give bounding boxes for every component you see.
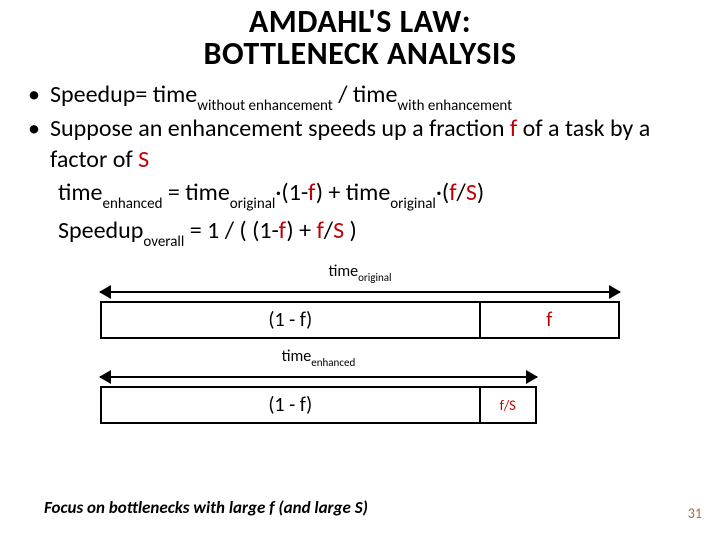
bullet-speedup: Speedup= timewithout enhancement / timew…: [28, 80, 692, 114]
bar-enhanced-seg-fs: f/S: [479, 388, 535, 422]
amdahl-diagram: timeoriginal (1 - f) f timeenhanced (1 -…: [100, 262, 620, 424]
equation-time-enhanced: timeenhanced = timeoriginal·(1-f) + time…: [0, 175, 720, 212]
bottom-caption: Focus on bottlenecks with large f (and l…: [44, 497, 368, 518]
label-time-enhanced: timeenhanced: [100, 347, 537, 368]
bullet-suppose: Suppose an enhancement speeds up a fract…: [28, 114, 692, 175]
bar-original-seg-f: f: [479, 303, 618, 337]
equation-speedup-overall: Speedupoverall = 1 / ( (1-f) + f/S ): [0, 213, 720, 250]
bar-original: (1 - f) f: [100, 301, 620, 339]
arrow-enhanced: [100, 370, 537, 384]
bar-enhanced-wrap: timeenhanced (1 - f) f/S: [100, 347, 537, 424]
bar-enhanced: (1 - f) f/S: [100, 386, 537, 424]
title-line-2: BOTTLENECK ANALYSIS: [0, 38, 720, 70]
label-time-original: timeoriginal: [100, 262, 620, 283]
page-number: 31: [688, 505, 702, 522]
bar-enhanced-seg-1minusf: (1 - f): [102, 388, 479, 422]
arrow-original: [100, 285, 620, 299]
bar-original-seg-1minusf: (1 - f): [102, 303, 479, 337]
